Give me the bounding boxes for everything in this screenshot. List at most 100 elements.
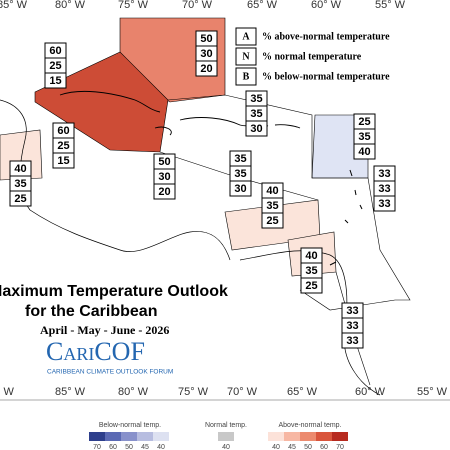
- colorbar-tick: 50: [125, 444, 133, 450]
- logo: CariCOF: [46, 337, 145, 366]
- colorbar-swatch: [218, 432, 234, 441]
- longitude-label: 55° W: [375, 0, 406, 11]
- probability-value: 15: [57, 155, 69, 167]
- colorbar-tick: 40: [157, 444, 165, 450]
- probability-value: 25: [358, 116, 370, 128]
- probability-value: 33: [346, 335, 358, 347]
- legend-text: % below-normal temperature: [262, 71, 390, 82]
- probability-cell: [300, 277, 323, 294]
- colorbar-tick: 60: [320, 444, 328, 450]
- probability-value: 40: [266, 185, 278, 197]
- colorbar-swatch: [332, 432, 348, 441]
- probability-value: 40: [14, 163, 26, 175]
- probability-value: 35: [305, 265, 317, 277]
- probability-value: 20: [158, 186, 170, 198]
- colorbar-tick: 60: [109, 444, 117, 450]
- title: for the Caribbean: [25, 303, 157, 320]
- probability-value: 35: [250, 93, 262, 105]
- probability-value: 30: [200, 48, 212, 60]
- colorbar-tick: 40: [272, 444, 280, 450]
- probability-value: 60: [57, 125, 69, 137]
- probability-value: 25: [14, 193, 26, 205]
- colorbar-tick: 70: [336, 444, 344, 450]
- probability-cell: [373, 195, 396, 212]
- coastline: [59, 90, 301, 136]
- coastline: [329, 169, 363, 266]
- probability-cell: [353, 143, 376, 160]
- probability-cell: [229, 180, 252, 197]
- colorbar-swatch: [284, 432, 300, 441]
- probability-value: 33: [378, 198, 390, 210]
- colorbar-label: Normal temp.: [205, 422, 247, 429]
- probability-cell: [341, 332, 364, 349]
- colorbar-tick: 70: [93, 444, 101, 450]
- probability-value: 35: [234, 168, 246, 180]
- coastline: [0, 99, 381, 396]
- probability-value: 60: [49, 45, 61, 57]
- probability-value: 50: [158, 156, 170, 168]
- probability-value: 25: [266, 215, 278, 227]
- probability-value: 30: [250, 123, 262, 135]
- probability-value: 35: [358, 131, 370, 143]
- probability-value: 33: [346, 320, 358, 332]
- probability-cell: [52, 152, 75, 169]
- legend-key: B: [243, 71, 250, 82]
- probability-cell: [153, 183, 176, 200]
- probability-cell: [9, 190, 32, 207]
- probability-value: 35: [250, 108, 262, 120]
- probability-value: 25: [57, 140, 69, 152]
- probability-value: 35: [14, 178, 26, 190]
- longitude-label: 70° W: [227, 386, 258, 398]
- colorbar-tick: 40: [222, 444, 230, 450]
- probability-value: 33: [378, 183, 390, 195]
- colorbar-tick: 45: [141, 444, 149, 450]
- colorbar-label: Below-normal temp.: [99, 422, 161, 429]
- colorbar-swatch: [300, 432, 316, 441]
- colorbar-swatch: [89, 432, 105, 441]
- colorbar-tick: 45: [288, 444, 296, 450]
- longitude-label: 60° W: [355, 386, 386, 398]
- colorbar-tick: 50: [304, 444, 312, 450]
- probability-value: 30: [158, 171, 170, 183]
- probability-value: 35: [234, 153, 246, 165]
- probability-value: 25: [49, 60, 61, 72]
- longitude-label: 70° W: [182, 0, 213, 11]
- probability-value: 40: [358, 146, 370, 158]
- probability-value: 20: [200, 63, 212, 75]
- longitude-label: 80° W: [55, 0, 86, 11]
- legend-key-box: [235, 27, 257, 46]
- colorbar-swatch: [105, 432, 121, 441]
- probability-cell: [195, 60, 218, 77]
- probability-value: 33: [346, 305, 358, 317]
- colorbar-swatch: [316, 432, 332, 441]
- colorbar-label: Above-normal temp.: [278, 422, 341, 429]
- probability-value: 40: [305, 250, 317, 262]
- legend-key: N: [242, 51, 250, 62]
- colorbar-swatch: [153, 432, 169, 441]
- longitude-label: 60° W: [311, 0, 342, 11]
- longitude-label: 85° W: [55, 386, 86, 398]
- probability-value: 50: [200, 33, 212, 45]
- title: Maximum Temperature Outlook: [0, 283, 228, 300]
- logo-subtitle: CARIBBEAN CLIMATE OUTLOOK FORUM: [47, 369, 173, 376]
- probability-value: 35: [266, 200, 278, 212]
- longitude-label: 80° W: [118, 386, 149, 398]
- longitude-label: ° W: [0, 386, 15, 398]
- probability-value: 25: [305, 280, 317, 292]
- season: April - May - June - 2026: [40, 323, 169, 337]
- probability-cell: [261, 212, 284, 229]
- longitude-label: 85° W: [0, 0, 28, 11]
- legend-key: A: [242, 31, 250, 42]
- probability-value: 33: [378, 168, 390, 180]
- longitude-label: 75° W: [118, 0, 149, 11]
- longitude-label: 75° W: [178, 386, 209, 398]
- longitude-label: 65° W: [247, 0, 278, 11]
- legend-text: % above-normal temperature: [262, 31, 390, 42]
- colorbar-swatch: [137, 432, 153, 441]
- colorbar-swatch: [268, 432, 284, 441]
- legend-key-box: [235, 47, 257, 66]
- probability-value: 15: [49, 75, 61, 87]
- probability-value: 30: [234, 183, 246, 195]
- legend-key-box: [235, 67, 257, 86]
